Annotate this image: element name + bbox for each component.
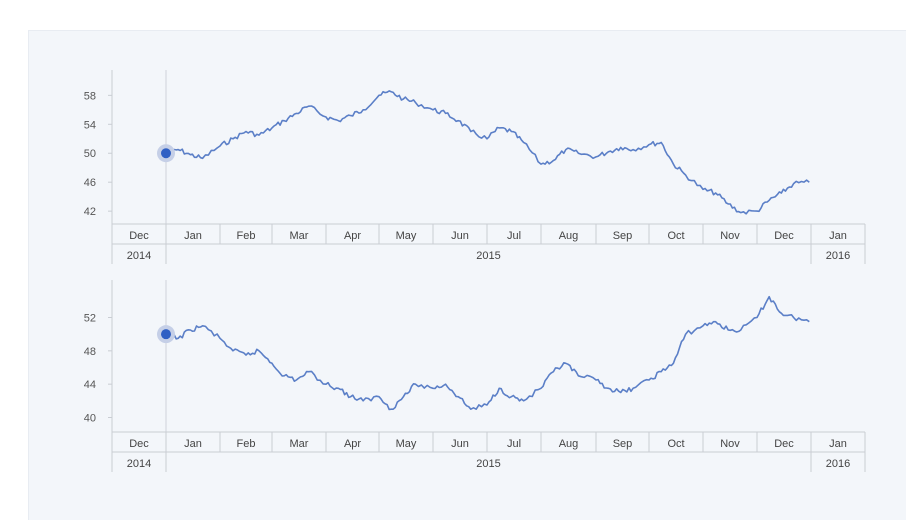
month-tick-label: Mar: [290, 230, 309, 242]
month-tick-label: Jun: [451, 230, 469, 242]
y-tick-label: 42: [84, 206, 96, 218]
series-line: [165, 295, 810, 411]
month-tick-label: Nov: [720, 438, 740, 450]
month-tick-label: Sep: [613, 438, 633, 450]
month-tick-label: Jul: [507, 230, 521, 242]
month-tick-label: Sep: [613, 230, 633, 242]
y-tick-label: 44: [84, 379, 96, 391]
month-tick-label: Jan: [184, 230, 202, 242]
y-tick-label: 50: [84, 148, 96, 160]
y-tick-label: 40: [84, 413, 96, 425]
month-tick-label: Nov: [720, 230, 740, 242]
month-tick-label: Jan: [829, 230, 847, 242]
y-tick-label: 46: [84, 177, 96, 189]
month-tick-label: Apr: [344, 230, 361, 242]
year-tick-label: 2016: [826, 250, 850, 262]
top-line-chart: 42 46 50 54 58 Dec Jan Feb Mar Apr May Jun Jul Aug Sep…: [84, 70, 866, 264]
bottom-line-chart: 40 44 48 52 Dec Jan Feb Mar Apr May Jun Jul Aug Sep Oc…: [84, 280, 866, 472]
marker-point[interactable]: [161, 148, 171, 159]
month-tick-label: Dec: [129, 230, 149, 242]
month-tick-label: Dec: [774, 438, 794, 450]
y-tick-label: 58: [84, 90, 96, 102]
month-tick-label: Mar: [290, 438, 309, 450]
year-tick-label: 2015: [476, 458, 500, 470]
series-line: [165, 90, 810, 215]
month-tick-label: Feb: [237, 438, 256, 450]
month-tick-label: Oct: [667, 230, 684, 242]
month-tick-label: Jan: [184, 438, 202, 450]
year-tick-label: 2014: [127, 250, 151, 262]
marker-point[interactable]: [161, 329, 171, 340]
month-tick-label: Jul: [507, 438, 521, 450]
month-tick-label: Oct: [667, 438, 684, 450]
year-tick-label: 2014: [127, 458, 151, 470]
y-tick-label: 54: [84, 119, 96, 131]
year-tick-label: 2015: [476, 250, 500, 262]
month-tick-label: Jan: [829, 438, 847, 450]
chart-panel: [28, 30, 906, 520]
month-tick-label: Aug: [559, 230, 579, 242]
month-tick-label: Jun: [451, 438, 469, 450]
month-tick-label: May: [396, 438, 417, 450]
month-tick-label: May: [396, 230, 417, 242]
year-tick-label: 2016: [826, 458, 850, 470]
month-tick-label: Aug: [559, 438, 579, 450]
month-tick-label: Apr: [344, 438, 361, 450]
month-tick-label: Feb: [237, 230, 256, 242]
y-tick-label: 52: [84, 313, 96, 325]
month-tick-label: Dec: [129, 438, 149, 450]
y-tick-label: 48: [84, 346, 96, 358]
month-tick-label: Dec: [774, 230, 794, 242]
